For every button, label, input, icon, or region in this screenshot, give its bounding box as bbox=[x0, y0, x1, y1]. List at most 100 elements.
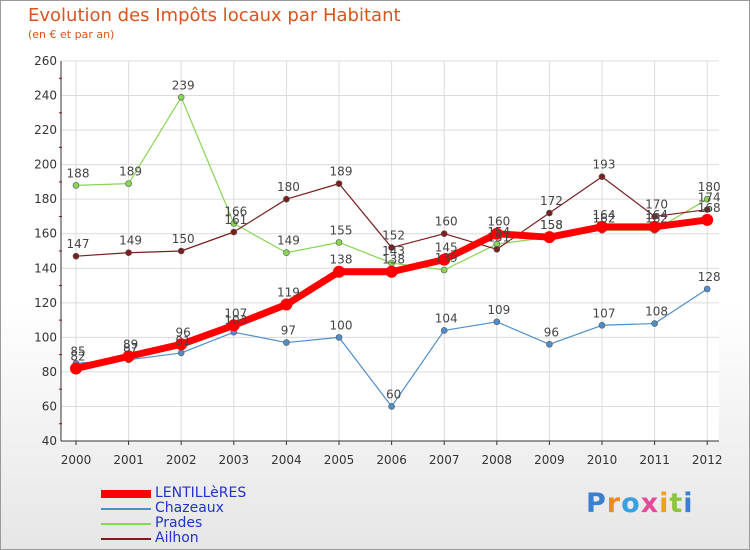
x-tick-label: 2004 bbox=[271, 453, 302, 467]
data-point-prades bbox=[72, 182, 80, 189]
data-point-ailhon bbox=[493, 245, 501, 253]
data-label-prades: 149 bbox=[277, 234, 300, 248]
data-point-prades bbox=[703, 195, 711, 203]
data-point-lentill-res bbox=[385, 265, 398, 278]
data-point-prades bbox=[335, 239, 343, 246]
data-point-chazeaux bbox=[598, 321, 606, 329]
data-label-prades: 239 bbox=[172, 78, 195, 92]
y-tick-label: 140 bbox=[34, 261, 57, 275]
x-tick-label: 2002 bbox=[166, 453, 197, 467]
data-point-prades bbox=[440, 266, 448, 274]
data-point-ailhon bbox=[125, 249, 132, 257]
y-tick-label: 200 bbox=[34, 158, 57, 172]
data-label-ailhon: 150 bbox=[172, 232, 195, 246]
data-label-chazeaux: 108 bbox=[645, 305, 668, 319]
data-label-prades: 143 bbox=[382, 244, 405, 258]
y-tick-label: 120 bbox=[34, 296, 57, 310]
x-tick-label: 2001 bbox=[113, 453, 144, 467]
data-point-ailhon bbox=[598, 173, 606, 181]
data-point-ailhon bbox=[72, 252, 80, 260]
data-point-prades bbox=[177, 93, 185, 101]
legend-label: LENTILLèRES bbox=[155, 485, 247, 501]
data-label-prades: 166 bbox=[224, 204, 247, 218]
data-point-ailhon bbox=[440, 230, 448, 238]
x-tick-label: 2011 bbox=[639, 453, 670, 467]
data-label-ailhon: 151 bbox=[487, 230, 510, 244]
data-label-lentill-res: 145 bbox=[435, 241, 458, 255]
data-label-lentill-res: 82 bbox=[70, 349, 85, 363]
data-label-prades: 189 bbox=[119, 165, 142, 179]
logo-letter: x bbox=[640, 488, 660, 519]
data-point-prades bbox=[125, 180, 132, 187]
data-point-lentill-res bbox=[490, 227, 503, 240]
y-tick-label: 240 bbox=[34, 89, 57, 103]
data-point-lentill-res bbox=[596, 220, 608, 233]
data-point-chazeaux bbox=[546, 340, 553, 348]
y-tick-label: 220 bbox=[34, 123, 57, 137]
data-point-ailhon bbox=[335, 180, 343, 187]
data-label-ailhon: 161 bbox=[224, 213, 247, 227]
proxiti-logo: Proxiti bbox=[586, 488, 694, 519]
data-point-prades bbox=[283, 249, 290, 257]
data-label-chazeaux: 87 bbox=[123, 341, 138, 355]
data-label-lentill-res: 164 bbox=[645, 208, 668, 222]
data-label-ailhon: 172 bbox=[540, 194, 563, 208]
data-point-lentill-res bbox=[438, 253, 451, 266]
logo-letter: i bbox=[659, 488, 670, 519]
data-label-ailhon: 152 bbox=[382, 229, 405, 243]
data-point-ailhon bbox=[283, 195, 290, 203]
x-tick-label: 2007 bbox=[429, 453, 460, 467]
legend-swatch bbox=[101, 490, 151, 498]
data-point-chazeaux bbox=[703, 285, 711, 293]
data-point-lentill-res bbox=[701, 213, 714, 226]
x-tick-label: 2009 bbox=[534, 453, 565, 467]
data-point-chazeaux bbox=[440, 327, 448, 334]
data-point-ailhon bbox=[177, 247, 185, 255]
data-label-ailhon: 193 bbox=[593, 158, 616, 172]
logo-letter: r bbox=[606, 488, 622, 519]
data-point-lentill-res bbox=[280, 298, 293, 311]
chart-title: Evolution des Impôts locaux par Habitant bbox=[28, 5, 401, 26]
data-label-chazeaux: 91 bbox=[176, 334, 191, 348]
data-point-lentill-res bbox=[70, 362, 82, 375]
data-label-prades: 139 bbox=[435, 251, 458, 265]
data-label-lentill-res: 138 bbox=[382, 253, 405, 267]
data-point-lentill-res bbox=[227, 319, 240, 332]
data-point-ailhon bbox=[388, 244, 395, 251]
data-label-lentill-res: 164 bbox=[593, 208, 616, 222]
data-point-prades bbox=[230, 220, 238, 227]
x-tick-label: 2008 bbox=[482, 453, 513, 467]
data-point-ailhon bbox=[230, 228, 238, 236]
data-label-lentill-res: 160 bbox=[487, 215, 510, 229]
data-label-ailhon: 147 bbox=[67, 237, 90, 251]
data-label-chazeaux: 97 bbox=[281, 324, 296, 338]
data-label-lentill-res: 168 bbox=[698, 201, 721, 215]
y-tick-label: 100 bbox=[34, 330, 57, 344]
data-point-ailhon bbox=[703, 206, 711, 213]
legend-swatch bbox=[101, 523, 151, 525]
data-point-lentill-res bbox=[648, 220, 661, 233]
data-label-ailhon: 160 bbox=[435, 215, 458, 229]
data-label-ailhon: 180 bbox=[277, 180, 300, 194]
y-tick-label: 260 bbox=[34, 54, 57, 68]
x-tick-label: 2012 bbox=[692, 453, 723, 467]
data-label-chazeaux: 128 bbox=[698, 270, 721, 284]
data-label-chazeaux: 100 bbox=[330, 318, 353, 332]
y-tick-label: 60 bbox=[42, 399, 57, 413]
x-tick-label: 2000 bbox=[61, 453, 92, 467]
logo-letter: P bbox=[586, 488, 607, 519]
y-tick-label: 40 bbox=[42, 434, 57, 448]
data-point-chazeaux bbox=[651, 320, 658, 327]
data-point-chazeaux bbox=[283, 339, 290, 346]
x-tick-label: 2003 bbox=[219, 453, 250, 467]
legend-label: Ailhon bbox=[155, 530, 199, 546]
data-point-chazeaux bbox=[388, 403, 395, 410]
chart-subtitle: (en € et par an) bbox=[28, 28, 115, 41]
data-point-lentill-res bbox=[175, 338, 188, 351]
data-label-lentill-res: 119 bbox=[277, 286, 300, 300]
legend-label: Chazeaux bbox=[155, 500, 224, 516]
data-label-prades: 162 bbox=[593, 211, 616, 225]
data-label-prades: 180 bbox=[698, 180, 721, 194]
data-label-prades: 162 bbox=[645, 211, 668, 225]
